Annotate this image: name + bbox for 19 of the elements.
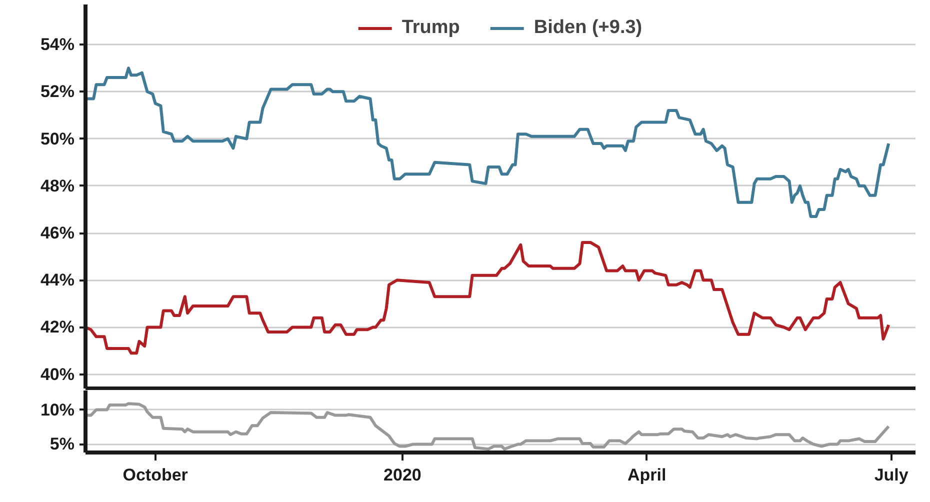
y-tick-label: 52%: [40, 82, 75, 102]
y-tick-label: 5%: [50, 434, 75, 454]
y-tick-label: 54%: [40, 35, 75, 54]
x-tick-label: July: [874, 466, 909, 484]
line-series: [86, 66, 890, 218]
x-tick-label: October: [122, 466, 188, 484]
legend-label: Biden (+9.3): [534, 17, 642, 39]
line-series: [86, 240, 890, 355]
y-tick-label: 48%: [40, 176, 75, 196]
y-tick-label: 42%: [40, 318, 75, 337]
y-tick-label: 44%: [40, 270, 75, 290]
x-tick-label: 2020: [384, 466, 422, 484]
x-tick-label: April: [628, 466, 666, 484]
y-tick-label: 10%: [40, 400, 75, 420]
line-series: [86, 402, 890, 451]
y-tick-label: 50%: [40, 129, 75, 148]
y-tick-label: 46%: [40, 224, 75, 243]
legend-label: Trump: [402, 17, 460, 39]
y-tick-label: 40%: [40, 364, 75, 384]
